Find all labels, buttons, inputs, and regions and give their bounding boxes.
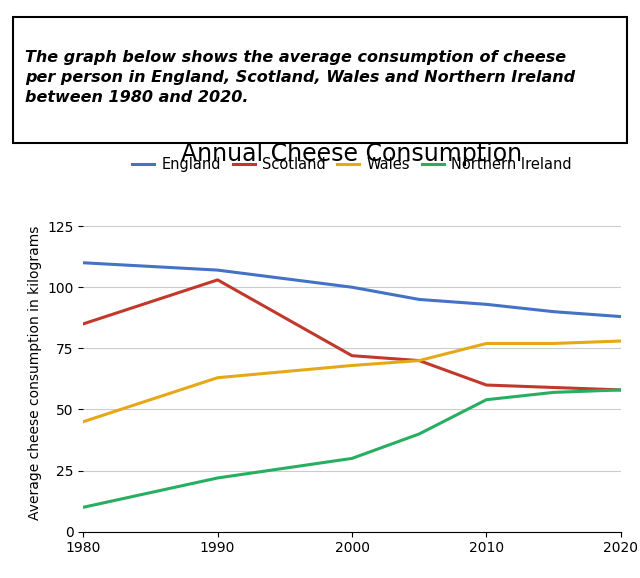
Y-axis label: Average cheese consumption in kilograms: Average cheese consumption in kilograms bbox=[28, 225, 42, 520]
Northern Ireland bbox=[483, 397, 490, 403]
Wales bbox=[483, 340, 490, 347]
Scotland bbox=[617, 387, 625, 394]
Scotland bbox=[415, 357, 423, 364]
Text: The graph below shows the average consumption of cheese
per person in England, S: The graph below shows the average consum… bbox=[25, 50, 575, 105]
Line: England: England bbox=[83, 263, 621, 317]
FancyBboxPatch shape bbox=[13, 17, 627, 143]
Northern Ireland bbox=[79, 504, 87, 511]
Wales bbox=[550, 340, 557, 347]
Northern Ireland bbox=[617, 387, 625, 394]
Legend: England, Scotland, Wales, Northern Ireland: England, Scotland, Wales, Northern Irela… bbox=[127, 151, 577, 178]
Northern Ireland bbox=[214, 475, 221, 481]
England bbox=[348, 284, 356, 291]
Wales bbox=[415, 357, 423, 364]
England bbox=[617, 313, 625, 320]
Scotland bbox=[483, 381, 490, 388]
England bbox=[214, 266, 221, 273]
Scotland bbox=[214, 276, 221, 283]
England bbox=[415, 296, 423, 303]
Scotland bbox=[550, 384, 557, 391]
Scotland bbox=[79, 320, 87, 327]
Line: Northern Ireland: Northern Ireland bbox=[83, 390, 621, 507]
Wales bbox=[79, 418, 87, 425]
Scotland bbox=[348, 352, 356, 359]
Wales bbox=[348, 362, 356, 369]
Wales bbox=[214, 374, 221, 381]
England bbox=[483, 301, 490, 308]
Northern Ireland bbox=[348, 455, 356, 462]
Line: Scotland: Scotland bbox=[83, 280, 621, 390]
Northern Ireland bbox=[415, 431, 423, 438]
Northern Ireland bbox=[550, 389, 557, 396]
Title: Annual Cheese Consumption: Annual Cheese Consumption bbox=[181, 142, 523, 166]
England bbox=[550, 308, 557, 315]
Wales bbox=[617, 338, 625, 344]
Line: Wales: Wales bbox=[83, 341, 621, 422]
England bbox=[79, 260, 87, 266]
